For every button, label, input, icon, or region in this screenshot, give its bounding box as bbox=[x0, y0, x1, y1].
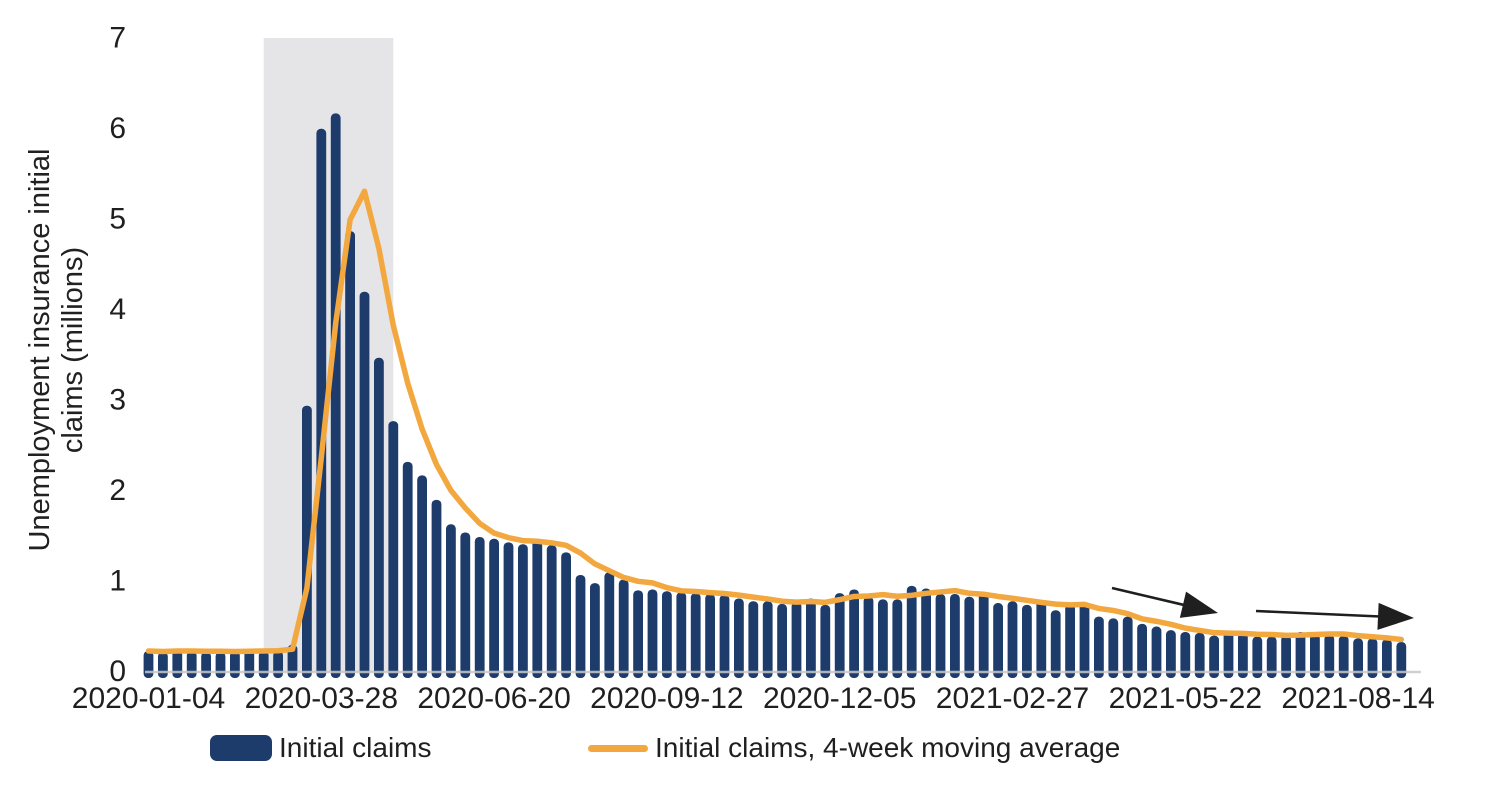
svg-text:0: 0 bbox=[109, 655, 126, 688]
y-axis-labels: 0 1 2 3 4 5 6 7 bbox=[109, 21, 126, 688]
svg-text:2020-09-12: 2020-09-12 bbox=[590, 682, 743, 715]
svg-text:3: 3 bbox=[109, 383, 126, 416]
svg-text:1: 1 bbox=[109, 564, 126, 597]
svg-text:2020-01-04: 2020-01-04 bbox=[72, 682, 225, 715]
recession-shading-band bbox=[263, 38, 394, 672]
svg-text:5: 5 bbox=[109, 202, 126, 235]
svg-text:4: 4 bbox=[109, 293, 126, 326]
svg-text:2021-08-14: 2021-08-14 bbox=[1281, 682, 1434, 715]
svg-text:2020-06-20: 2020-06-20 bbox=[417, 682, 570, 715]
svg-text:2020-03-28: 2020-03-28 bbox=[245, 682, 398, 715]
svg-text:2021-05-22: 2021-05-22 bbox=[1109, 682, 1262, 715]
svg-text:6: 6 bbox=[109, 112, 126, 145]
svg-text:2: 2 bbox=[109, 474, 126, 507]
annotation-arrows bbox=[1111, 586, 1414, 630]
svg-text:2020-12-05: 2020-12-05 bbox=[763, 682, 916, 715]
bars-initial-claims bbox=[143, 113, 1407, 679]
svg-text:2021-02-27: 2021-02-27 bbox=[936, 682, 1089, 715]
svg-text:7: 7 bbox=[109, 21, 126, 54]
moving-average-line bbox=[145, 188, 1405, 655]
x-axis-labels: 2020-01-04 2020-03-28 2020-06-20 2020-09-12… bbox=[72, 682, 1435, 715]
